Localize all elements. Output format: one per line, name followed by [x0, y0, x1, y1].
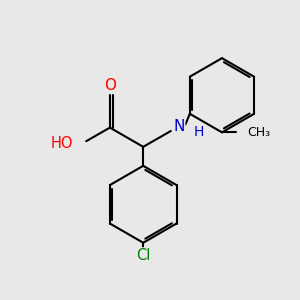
- Text: HO: HO: [51, 136, 74, 152]
- Text: N: N: [173, 119, 185, 134]
- Text: H: H: [194, 125, 204, 139]
- Text: O: O: [104, 78, 116, 93]
- Text: CH₃: CH₃: [247, 126, 270, 139]
- Text: Cl: Cl: [136, 248, 150, 263]
